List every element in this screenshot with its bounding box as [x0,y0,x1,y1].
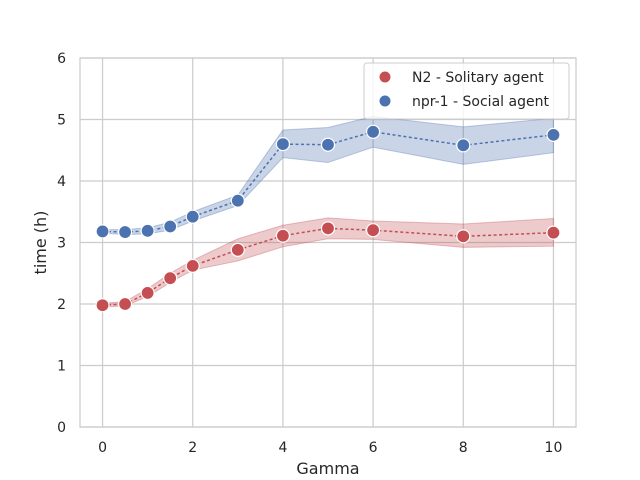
y-tick-label: 1 [57,359,66,375]
x-tick-labels: 0 2 4 6 8 10 [98,440,562,456]
data-point-n2 [95,298,110,313]
data-point-npr1 [546,127,561,142]
x-tick-label: 0 [98,440,107,456]
x-tick-label: 4 [278,440,287,456]
data-point-npr1 [456,138,471,153]
legend-label-n2: N2 - Solitary agent [412,70,544,86]
y-tick-label: 2 [57,297,66,313]
y-tick-label: 6 [57,51,66,67]
data-point-n2 [365,223,381,238]
x-axis-label: Gamma [296,459,359,478]
ci-band-npr1 [102,115,554,236]
legend-box [363,62,570,120]
series-points [95,124,561,313]
data-point-npr1 [95,224,110,239]
x-tick-label: 10 [545,440,563,456]
data-point-n2 [275,228,291,243]
data-point-npr1 [163,219,178,234]
data-point-n2 [320,221,336,236]
y-tick-label: 0 [57,420,66,436]
plot-frame [79,57,577,428]
legend-label-npr1: npr-1 - Social agent [412,94,549,110]
x-tick-label: 6 [369,440,378,456]
y-tick-labels: 0 1 2 3 4 5 6 [57,51,66,436]
data-point-n2 [456,229,471,244]
y-tick-label: 3 [57,236,66,252]
data-point-npr1 [117,224,133,240]
y-axis-label: time (h) [31,211,50,275]
legend: N2 - Solitary agent npr-1 - Social agent [363,62,570,120]
data-point-n2 [230,242,245,257]
data-point-n2 [185,258,200,273]
x-tick-label: 8 [459,440,468,456]
data-point-npr1 [185,209,200,224]
series-lines [102,131,554,306]
data-point-npr1 [320,137,336,152]
data-point-n2 [140,285,155,301]
legend-marker-npr1 [378,94,392,108]
series-line-n2 [102,227,554,306]
data-point-n2 [117,296,133,312]
data-point-n2 [546,225,561,240]
x-tick-label: 2 [188,440,197,456]
ci-band-n2 [102,217,554,308]
data-point-npr1 [365,124,381,139]
y-tick-label: 5 [57,113,66,129]
confidence-bands [102,115,554,308]
y-tick-label: 4 [57,174,66,190]
data-point-npr1 [230,193,245,208]
data-point-n2 [163,271,178,286]
data-point-npr1 [140,223,155,238]
data-point-npr1 [275,137,291,152]
legend-marker-n2 [378,70,392,84]
